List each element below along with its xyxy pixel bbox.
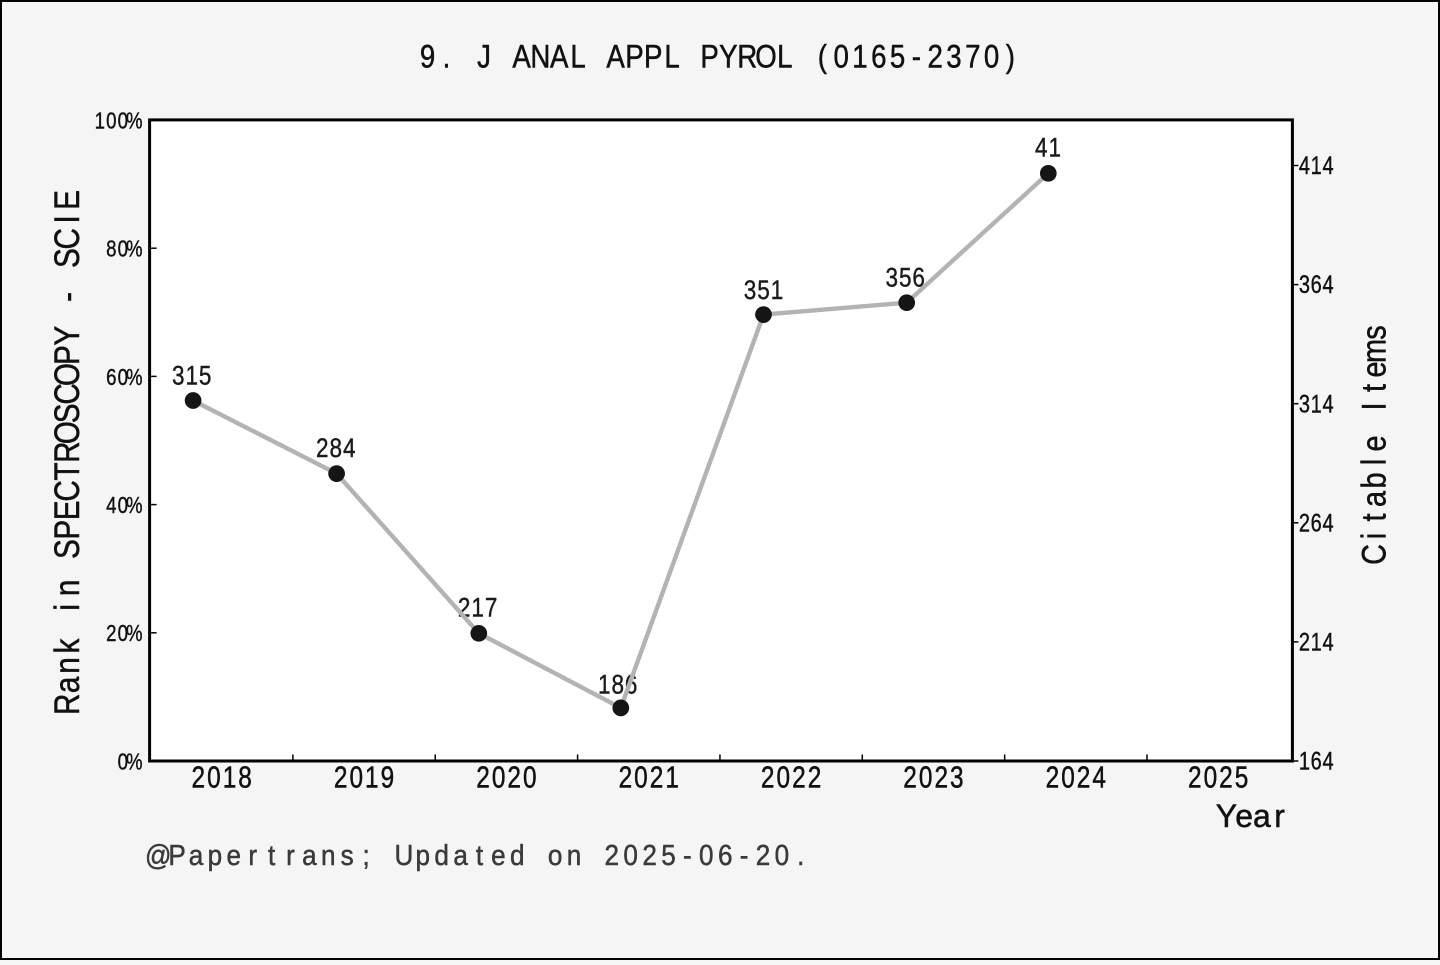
svg-text:351: 351 [744,276,784,305]
svg-text:41: 41 [1035,134,1061,163]
svg-text:264: 264 [1299,509,1334,537]
svg-text:0%: 0% [118,750,143,775]
svg-text:356: 356 [885,264,925,293]
svg-text:315: 315 [172,362,212,391]
svg-text:80%: 80% [106,237,142,262]
svg-text:364: 364 [1299,271,1334,299]
svg-text:214: 214 [1299,628,1334,656]
svg-text:100%: 100% [95,108,143,133]
svg-text:314: 314 [1299,390,1334,418]
svg-text:Year: Year [1216,798,1286,834]
svg-text:Rank in SPECTROSCOPY - SCIE: Rank in SPECTROSCOPY - SCIE [48,190,87,715]
svg-text:60%: 60% [106,365,142,390]
svg-text:284: 284 [316,434,356,463]
svg-text:20%: 20% [106,621,142,646]
svg-text:40%: 40% [106,493,142,518]
svg-text:9. J ANAL APPL PYROL (0165-237: 9. J ANAL APPL PYROL (0165-2370) [420,39,1015,75]
svg-text:164: 164 [1299,748,1334,776]
svg-text:414: 414 [1299,152,1334,180]
